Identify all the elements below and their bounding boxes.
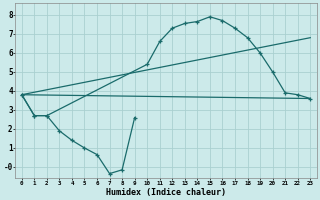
X-axis label: Humidex (Indice chaleur): Humidex (Indice chaleur)	[106, 188, 226, 197]
